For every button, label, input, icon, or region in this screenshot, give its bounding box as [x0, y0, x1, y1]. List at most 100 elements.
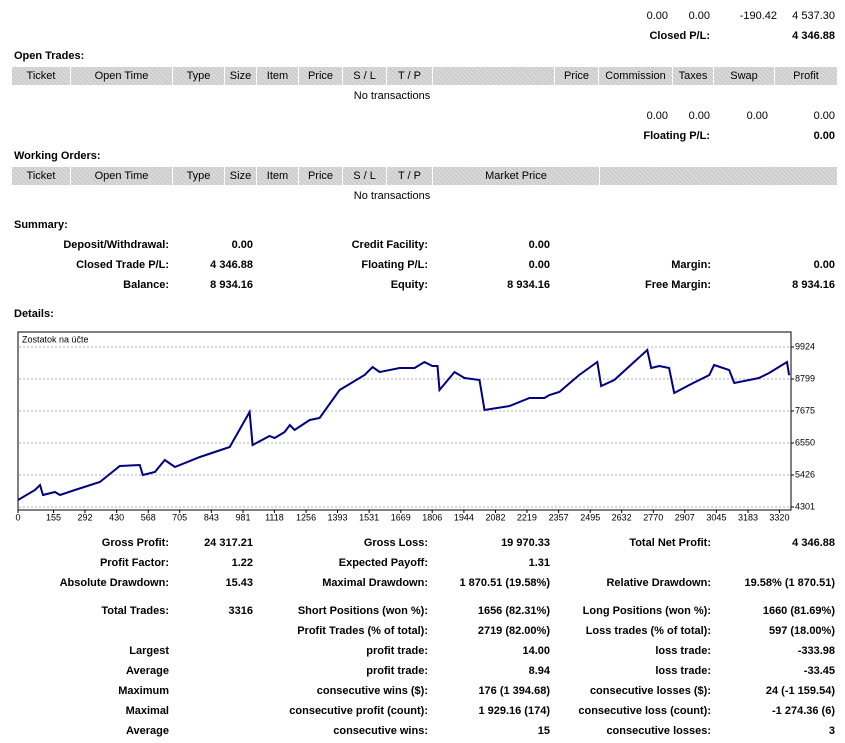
x-tick-label: 1393 [327, 512, 347, 522]
header-cell: Item [257, 167, 298, 185]
x-tick-label: 1944 [454, 512, 474, 522]
field-label: loss trade: [655, 645, 711, 657]
field-label: loss trade: [655, 665, 711, 677]
section-title: Working Orders: [14, 150, 101, 162]
field-value: 597 (18.00%) [768, 625, 835, 637]
total-value: 0.00 [688, 10, 710, 22]
empty-text: No transactions [353, 90, 431, 102]
field-label: Maximal [125, 705, 169, 717]
field-value: 3 [828, 725, 835, 737]
header-cell: Price [299, 67, 342, 85]
field-label: Long Positions (won %): [582, 605, 711, 617]
header-cell: T / P [387, 67, 432, 85]
field-label: consecutive loss (count): [578, 705, 711, 717]
total-value: 0.00 [688, 110, 710, 122]
field-label: Short Positions (won %): [297, 605, 428, 617]
field-label: Expected Payoff: [338, 557, 428, 569]
header-cell: Size [225, 67, 256, 85]
field-value: 1.31 [528, 557, 550, 569]
field-value: 1660 (81.69%) [762, 605, 835, 617]
field-value: 2719 (82.00%) [477, 625, 550, 637]
x-tick-label: 843 [204, 512, 219, 522]
header-cell: Swap [714, 67, 774, 85]
field-label: Floating P/L: [361, 259, 428, 271]
field-label: Closed Trade P/L: [76, 259, 169, 271]
floating-pl-label: Floating P/L: [643, 130, 710, 142]
total-value: 0.00 [746, 110, 768, 122]
field-value: 4 346.88 [210, 259, 253, 271]
field-label: Deposit/Withdrawal: [63, 239, 169, 251]
x-tick-label: 2632 [612, 512, 632, 522]
header-cell: Profit [775, 67, 837, 85]
field-value: 0.00 [528, 259, 550, 271]
x-tick-label: 3183 [738, 512, 758, 522]
y-tick-label: 7675 [795, 405, 815, 415]
x-tick-label: 3320 [769, 512, 789, 522]
field-label: Largest [129, 645, 169, 657]
header-cell: Commission [599, 67, 672, 85]
field-value: 14.00 [522, 645, 550, 657]
field-label: consecutive wins ($): [316, 685, 428, 697]
header-cell: Ticket [12, 167, 70, 185]
x-tick-label: 2770 [643, 512, 663, 522]
header-cell [433, 67, 554, 85]
field-label: Margin: [671, 259, 711, 271]
x-tick-label: 155 [46, 512, 61, 522]
field-value: 8 934.16 [792, 279, 835, 291]
field-value: 24 317.21 [204, 537, 253, 549]
x-tick-label: 1256 [296, 512, 316, 522]
y-tick-label: 6550 [795, 437, 815, 447]
field-label: Average [125, 725, 169, 737]
field-value: 24 (-1 159.54) [765, 685, 835, 697]
x-tick-label: 430 [109, 512, 124, 522]
field-value: 1 929.16 (174) [478, 705, 550, 717]
field-value: 176 (1 394.68) [478, 685, 550, 697]
header-cell: Market Price [433, 167, 599, 185]
field-label: Total Trades: [101, 605, 169, 617]
field-label: consecutive wins: [333, 725, 428, 737]
x-tick-label: 3045 [706, 512, 726, 522]
x-tick-label: 1118 [265, 512, 284, 522]
field-label: Gross Profit: [101, 537, 169, 549]
total-value: 4 537.30 [792, 10, 835, 22]
closed-pl-value: 4 346.88 [792, 30, 835, 42]
field-value: 15 [537, 725, 550, 737]
x-tick-label: 1806 [422, 512, 442, 522]
field-value: 3316 [228, 605, 253, 617]
total-value: 0.00 [813, 110, 835, 122]
x-tick-label: 2082 [485, 512, 505, 522]
field-label: Total Net Profit: [629, 537, 711, 549]
header-cell: Type [173, 167, 224, 185]
section-title: Open Trades: [14, 50, 85, 62]
balance-line [17, 348, 791, 501]
y-tick-label: 8799 [795, 373, 815, 383]
header-cell: Open Time [71, 67, 172, 85]
header-cell: Type [173, 67, 224, 85]
balance-chart: Zostatok na účte 4301 5426 6550 7675 8799 992… [15, 331, 815, 522]
field-value: 0.00 [231, 239, 253, 251]
x-tick-label: 0 [15, 512, 20, 522]
total-value: 0.00 [646, 110, 668, 122]
field-label: Absolute Drawdown: [59, 577, 169, 589]
field-label: Credit Facility: [351, 239, 428, 251]
field-value: -1 274.36 (6) [772, 705, 835, 717]
x-tick-label: 2219 [517, 512, 537, 522]
field-value: 8 934.16 [507, 279, 550, 291]
field-value: 4 346.88 [792, 537, 835, 549]
field-value: 0.00 [813, 259, 835, 271]
field-label: Average [125, 665, 169, 677]
field-label: Maximal Drawdown: [322, 577, 428, 589]
field-value: 1.22 [231, 557, 253, 569]
field-label: Maximum [118, 685, 169, 697]
field-label: profit trade: [366, 665, 428, 677]
x-tick-label: 1531 [359, 512, 379, 522]
empty-text: No transactions [353, 190, 431, 202]
header-cell: Ticket [12, 67, 70, 85]
section-title: Details: [14, 308, 54, 320]
field-label: Free Margin: [644, 279, 711, 291]
field-label: Relative Drawdown: [606, 577, 711, 589]
field-value: 1656 (82.31%) [477, 605, 550, 617]
header-cell: Taxes [673, 67, 713, 85]
field-value: 1 870.51 (19.58%) [459, 577, 550, 589]
